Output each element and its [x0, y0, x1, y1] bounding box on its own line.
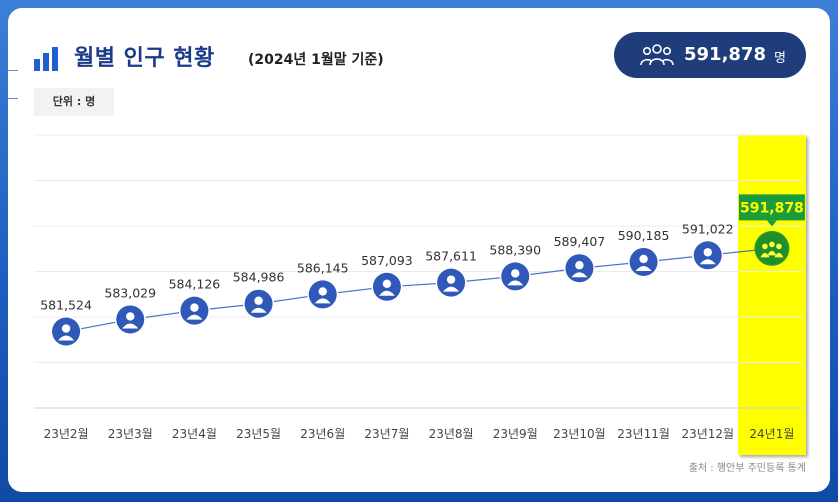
data-point [435, 267, 467, 299]
chart-subtitle: (2024년 1월말 기준) [248, 52, 384, 68]
data-label: 581,524 [40, 298, 92, 313]
data-label: 588,390 [489, 242, 541, 257]
person-icon [314, 287, 331, 304]
person-icon [378, 279, 395, 296]
x-tick-label: 24년1월 [749, 427, 794, 441]
data-point [307, 278, 339, 310]
value-tooltip [738, 194, 805, 221]
person-icon [699, 248, 716, 265]
x-tick-label: 23년8월 [429, 427, 474, 441]
x-tick-label: 23년2월 [44, 427, 89, 441]
person-icon [635, 254, 652, 271]
data-point [563, 252, 595, 284]
population-line-chart: 581,524 23년2월 583,029 23년3월 584,126 23년4월 584,… [34, 134, 805, 441]
data-point [371, 271, 403, 303]
person-icon [571, 261, 588, 278]
data-point [628, 246, 660, 278]
chart-card: 월별 인구 현황 (2024년 1월말 기준) 591,878 명 단위 : 명… [8, 8, 830, 492]
person-icon [186, 303, 203, 320]
total-population-value: 591,878 [684, 44, 766, 65]
person-icon [122, 312, 139, 329]
x-tick-label: 23년10월 [553, 427, 606, 441]
person-icon [58, 324, 75, 341]
current-month-highlight [738, 135, 806, 455]
person-icon [250, 296, 267, 313]
grid-lines [34, 134, 804, 409]
data-label: 589,407 [554, 234, 606, 249]
total-population-badge: 591,878 명 [614, 32, 806, 78]
data-label: 587,093 [361, 253, 413, 268]
data-label: 587,611 [425, 249, 477, 264]
data-point [243, 288, 275, 320]
person-icon [443, 275, 460, 292]
chart-title: 월별 인구 현황 [74, 46, 215, 71]
people-group-icon [640, 44, 674, 66]
data-label-highlight: 591,878 [740, 200, 804, 216]
x-tick-label: 23년12월 [681, 427, 734, 441]
x-tick-label: 23년5월 [236, 427, 281, 441]
tooltip-pointer [766, 220, 777, 227]
data-label: 590,185 [618, 228, 670, 243]
unit-label: 단위 : 명 [34, 88, 114, 116]
data-label: 586,145 [297, 260, 349, 275]
people-group-icon [760, 241, 784, 258]
person-icon [507, 269, 524, 286]
x-tick-label: 23년4월 [172, 427, 217, 441]
data-point [178, 295, 210, 327]
source-note: 출처 : 행안부 주민등록 통계 [688, 463, 806, 474]
x-tick-label: 23년7월 [364, 427, 409, 441]
data-point [50, 316, 82, 348]
x-tick-label: 23년3월 [108, 427, 153, 441]
data-label: 583,029 [104, 285, 156, 300]
data-point [114, 303, 146, 335]
total-population-unit: 명 [774, 51, 786, 66]
data-label: 584,126 [169, 277, 221, 292]
data-point-highlight [754, 230, 790, 266]
data-label: 591,022 [682, 221, 734, 236]
data-point [499, 260, 531, 292]
data-point [692, 239, 724, 271]
data-label: 584,986 [233, 270, 285, 285]
x-tick-label: 23년6월 [300, 427, 345, 441]
divider [8, 70, 18, 71]
x-tick-label: 23년9월 [493, 427, 538, 441]
bar-chart-icon [34, 45, 66, 71]
x-tick-label: 23년11월 [617, 427, 670, 441]
divider [8, 98, 18, 99]
